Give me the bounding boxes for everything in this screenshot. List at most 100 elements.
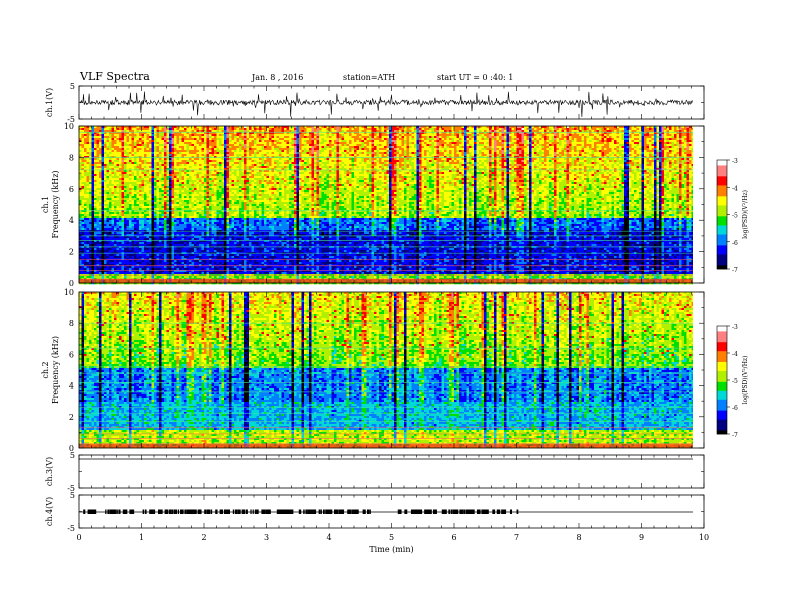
spectrogram-cell [419, 142, 422, 145]
spectrogram-cell [644, 152, 650, 155]
spectrogram-cell [244, 178, 247, 181]
spectrogram-cell [436, 132, 440, 135]
spectrogram-cell [191, 130, 195, 133]
spectrogram-cell [301, 150, 305, 153]
spectrogram-cell [661, 132, 665, 135]
spectrogram-cell [304, 136, 307, 139]
spectrogram-cell [529, 148, 532, 151]
spectrogram-cell [374, 172, 377, 175]
spectrogram-cell [664, 134, 667, 137]
spectrogram-cell [404, 164, 407, 167]
spectrogram-cell [296, 142, 300, 145]
spectrogram-cell [511, 148, 515, 151]
spectrogram-cell [106, 154, 110, 157]
spectrogram-cell [179, 168, 185, 171]
spectrogram-cell [676, 128, 680, 131]
spectrogram-cell [511, 138, 515, 141]
spectrogram-cell [686, 130, 690, 133]
spectrogram-cell [671, 136, 675, 139]
spectrogram-cell [661, 142, 665, 145]
spectrogram-cell [204, 158, 207, 161]
spectrogram-cell [664, 146, 670, 149]
spectrogram-cell [536, 142, 540, 145]
spectrogram-cell [591, 170, 595, 173]
spectrogram-cell [169, 126, 172, 129]
spectrogram-cell [374, 154, 377, 157]
spectrogram-cell [669, 130, 675, 133]
spectrogram-cell [226, 160, 230, 163]
spectrogram-cell [316, 174, 320, 177]
spectrogram-cell [554, 148, 557, 151]
spectrogram-cell [344, 134, 350, 137]
spectrogram-cell [506, 144, 510, 147]
spectrogram-cell [549, 152, 555, 155]
spectrogram-cell [529, 128, 532, 131]
spectrogram-cell [431, 166, 437, 169]
spectrogram-cell [121, 166, 125, 169]
spectrogram-cell [419, 138, 422, 141]
spectrogram-cell [689, 126, 692, 129]
spectrogram-cell [601, 146, 610, 149]
spectrogram-cell [364, 166, 367, 169]
spectrogram-cell [311, 172, 315, 175]
spectrogram-cell [206, 168, 210, 171]
spectrogram-cell [669, 166, 672, 169]
spectrogram-cell [606, 136, 610, 139]
spectrogram-cell [114, 172, 117, 175]
spectrogram-cell [294, 160, 297, 163]
spectrogram-cell [434, 160, 437, 163]
spectrogram-cell [216, 142, 220, 145]
spectrogram-cell [186, 162, 190, 165]
spectrogram-cell [681, 172, 685, 175]
spectrogram-cell [541, 170, 547, 173]
spectrogram-cell [421, 150, 425, 153]
spectrogram-cell [181, 138, 185, 141]
spectrogram-cell [511, 152, 517, 155]
spectrogram-cell [196, 178, 202, 181]
spectrogram-cell [451, 168, 455, 171]
spectrogram-cell [286, 152, 290, 155]
spectrogram-cell [221, 162, 225, 165]
spectrogram-cell [501, 146, 505, 149]
spectrogram-cell [494, 130, 497, 133]
spectrogram-cell [626, 174, 630, 177]
spectrogram-cell [514, 158, 517, 161]
spectrogram-cell [536, 146, 540, 149]
spectrogram-cell [304, 150, 310, 153]
spectrogram-cell [396, 146, 402, 149]
spectrogram-cell [199, 174, 205, 177]
spectrogram-cell [681, 164, 685, 167]
spectrogram-cell [516, 134, 522, 137]
spectrogram-cell [114, 126, 117, 129]
spectrogram-cell [111, 144, 115, 147]
spectrogram-cell [291, 174, 295, 177]
spectrogram-cell [319, 172, 322, 175]
spectrogram-cell [271, 160, 275, 163]
spectrogram-cell [241, 148, 247, 151]
spectrogram-cell [434, 142, 437, 145]
spectrogram-cell [666, 172, 670, 175]
spectrogram-cell [491, 126, 495, 129]
spectrogram-cell [649, 168, 655, 171]
spectrogram-cell [464, 146, 467, 149]
spectrogram-cell [244, 146, 247, 149]
spectrogram-cell [464, 128, 467, 131]
spectrogram-cell [111, 160, 115, 163]
spectrogram-cell [509, 144, 515, 147]
spectrogram-cell [476, 140, 480, 143]
spectrogram-cell [309, 150, 312, 153]
spectrogram-cell [279, 160, 285, 163]
spectrogram-cell [529, 126, 532, 129]
spectrogram-cell [331, 152, 335, 155]
spectrogram-cell [196, 138, 200, 141]
spectrogram-cell [194, 160, 205, 163]
spectrogram-cell [211, 164, 217, 167]
spectrogram-cell [659, 158, 662, 161]
spectrogram-cell [521, 140, 525, 143]
spectrogram-cell [169, 164, 172, 167]
spectrogram-cell [304, 178, 310, 181]
spectrogram-cell [419, 134, 422, 137]
spectrogram-cell [339, 128, 342, 131]
spectrogram-cell [326, 164, 335, 167]
spectrogram-cell [431, 154, 437, 157]
